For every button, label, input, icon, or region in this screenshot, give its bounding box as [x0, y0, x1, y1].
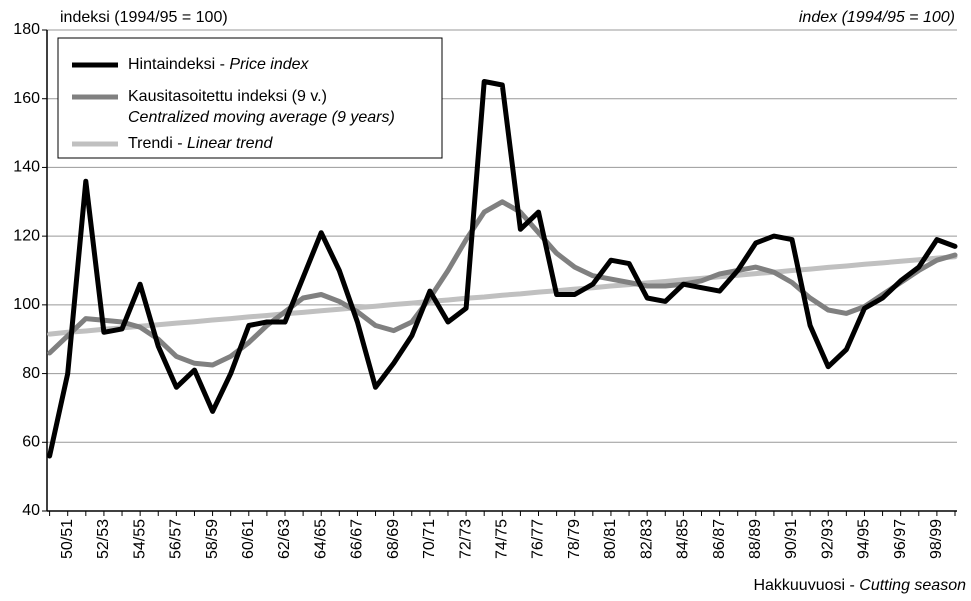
legend-label: Hintaindeksi - Price index: [128, 56, 310, 73]
y-tick-label: 180: [13, 21, 40, 38]
x-tick-label: 98/99: [928, 519, 945, 559]
x-tick-label: 70/71: [421, 519, 438, 559]
legend-name: Trendi -: [128, 135, 183, 152]
x-tick-label: 84/85: [675, 519, 692, 559]
x-tick-label: 92/93: [819, 519, 836, 559]
x-tick-label: 54/55: [131, 519, 148, 559]
x-tick-label: 68/69: [385, 519, 402, 559]
x-tick-label: 80/81: [602, 519, 619, 559]
x-tick-label: 90/91: [783, 519, 800, 559]
y-tick-label: 60: [22, 434, 40, 451]
legend-box: [57, 37, 443, 159]
x-tick-label: 88/89: [747, 519, 764, 559]
x-tick-label: 52/53: [95, 519, 112, 559]
y-tick-label: 80: [22, 365, 40, 382]
x-tick-label: 76/77: [530, 519, 547, 559]
x-tick-label: 62/63: [276, 519, 293, 559]
x-tick-label: 58/59: [204, 519, 221, 559]
legend: Hintaindeksi - Price index Kausitasoitett…: [57, 37, 443, 159]
x-axis-label-fi: Hakkuuvuosi -: [753, 577, 854, 594]
x-tick-label: 60/61: [240, 519, 257, 559]
y-axis-label: indeksi (1994/95 = 100): [60, 9, 228, 26]
legend-label: Trendi - Linear trend: [128, 135, 273, 152]
x-tick-label: 50/51: [59, 519, 76, 559]
series-line: [47, 79, 958, 459]
x-tick-label: 96/97: [892, 519, 909, 559]
x-axis-label: Hakkuuvuosi - Cutting season: [753, 577, 966, 594]
y-tick-label: 40: [22, 502, 40, 519]
y-tick-label: 160: [13, 90, 40, 107]
x-tick-label: 94/95: [856, 519, 873, 559]
legend-name: Hintaindeksi -: [128, 56, 225, 73]
legend-label: Kausitasoitettu indeksi (9 v.): [128, 88, 327, 105]
x-tick-label: 56/57: [168, 519, 185, 559]
x-tick-label: 78/79: [566, 519, 583, 559]
y-tick-label: 120: [13, 227, 40, 244]
x-tick-label: 86/87: [711, 519, 728, 559]
x-tick-label: 82/83: [638, 519, 655, 559]
x-tick-label: 66/67: [349, 519, 366, 559]
x-axis-label-en: Cutting season: [859, 577, 966, 594]
legend-name-en: Centralized moving average (9 years): [128, 109, 395, 126]
legend-name: Kausitasoitettu indeksi (9 v.): [128, 88, 327, 105]
legend-name-en: Linear trend: [187, 135, 273, 152]
y-axis-label-en: index (1994/95 = 100): [799, 9, 955, 26]
y-tick-label: 100: [13, 296, 40, 313]
x-tick-label: 74/75: [494, 519, 511, 559]
y-tick-label: 140: [13, 159, 40, 176]
x-tick-label: 64/65: [312, 519, 329, 559]
legend-name-en: Price index: [229, 56, 309, 73]
series-line: [47, 254, 958, 337]
x-tick-label: 72/73: [457, 519, 474, 559]
